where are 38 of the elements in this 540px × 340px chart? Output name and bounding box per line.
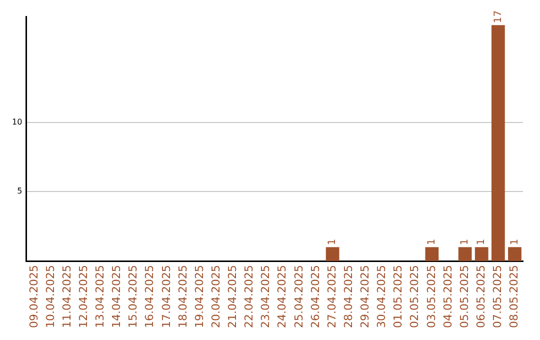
data-label: 1	[476, 238, 488, 246]
x-tick-label: 01.05.2025	[392, 265, 405, 328]
data-label: 1	[426, 238, 438, 246]
x-tick-label: 27.04.2025	[325, 265, 338, 328]
x-tick-label: 05.05.2025	[458, 265, 471, 328]
x-tick-label: 30.04.2025	[375, 265, 388, 328]
x-tick-label: 14.04.2025	[110, 265, 124, 328]
y-tick-label: 5	[17, 186, 22, 196]
x-tick-label: 13.04.2025	[94, 265, 107, 328]
data-label: 17	[492, 10, 504, 24]
x-tick-label: 10.04.2025	[44, 265, 57, 328]
x-tick-label: 11.04.2025	[60, 265, 74, 328]
x-tick-label: 16.04.2025	[143, 265, 156, 328]
x-tick-label: 08.05.2025	[508, 265, 521, 328]
x-tick-label: 20.04.2025	[209, 265, 222, 328]
x-tick-label: 21.04.2025	[226, 265, 240, 328]
x-tick-label: 18.04.2025	[176, 265, 190, 328]
x-tick-label: 29.04.2025	[358, 265, 372, 328]
x-tick-label: 09.04.2025	[27, 265, 40, 328]
x-tick-label: 04.05.2025	[441, 265, 454, 328]
x-tick-label: 22.04.2025	[242, 265, 256, 328]
x-tick-label: 23.04.2025	[259, 265, 272, 328]
y-tick-label: 10	[12, 117, 22, 126]
x-tick-label: 19.04.2025	[192, 265, 206, 328]
x-tick-label: 24.04.2025	[276, 265, 289, 328]
x-tick-label: 17.04.2025	[160, 265, 173, 328]
data-label: 1	[327, 238, 338, 246]
x-tick-label: 15.04.2025	[126, 265, 140, 328]
x-tick-label: 02.05.2025	[408, 265, 422, 328]
x-tick-label: 26.04.2025	[308, 265, 322, 328]
x-tick-label: 07.05.2025	[491, 265, 504, 328]
x-tick-label: 06.05.2025	[474, 265, 488, 328]
data-label: 1	[509, 238, 520, 246]
x-tick-label: 12.04.2025	[77, 265, 90, 328]
x-tick-label: 28.04.2025	[342, 265, 355, 328]
data-label: 1	[460, 238, 471, 246]
x-tick-label: 25.04.2025	[292, 265, 306, 328]
x-tick-label: 03.05.2025	[424, 265, 438, 328]
